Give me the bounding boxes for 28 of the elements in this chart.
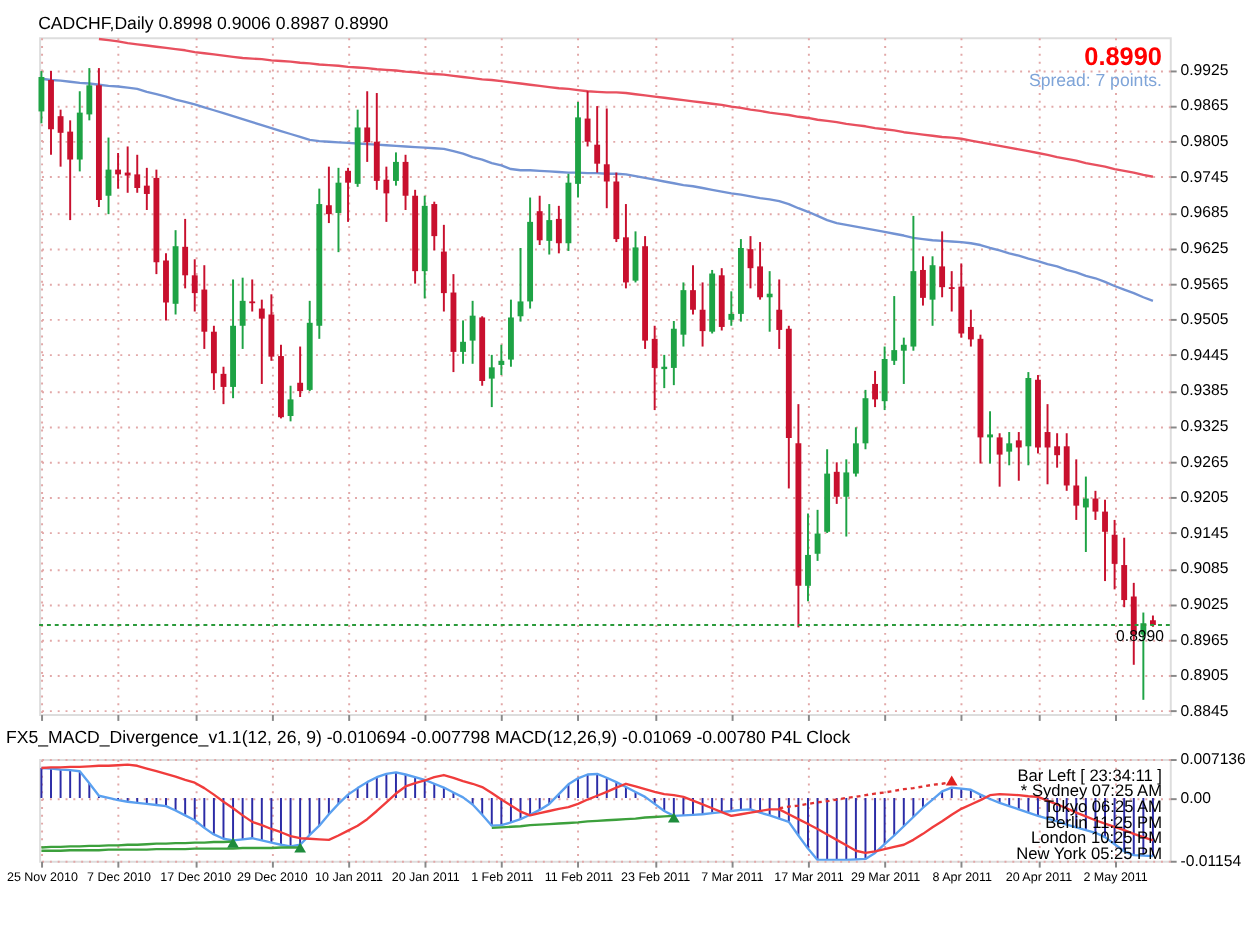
y-tick-label: 0.9145 xyxy=(1180,523,1230,542)
y-tick-label: 0.007136 xyxy=(1180,749,1246,768)
y-tick-label: 0.9265 xyxy=(1180,452,1230,471)
y-tick-label: 0.8845 xyxy=(1180,701,1230,720)
y-tick-label: 0.9925 xyxy=(1180,60,1230,79)
y-tick-label: -0.01154 xyxy=(1180,851,1243,870)
annotation: * Sydney 07:25 AM xyxy=(1020,780,1163,801)
y-tick-label: 0.9565 xyxy=(1180,274,1230,293)
y-tick-label: 0.9625 xyxy=(1180,238,1230,257)
y-tick-label: 0.9385 xyxy=(1180,381,1230,400)
y-tick-label: 0.8965 xyxy=(1180,630,1230,649)
y-tick-label: 0.9685 xyxy=(1180,203,1230,222)
y-tick-label: 0.9445 xyxy=(1180,345,1230,364)
chart-title: CADCHF,Daily 0.8998 0.9006 0.8987 0.8990 xyxy=(38,13,389,34)
annotation: Spread: 7 points. xyxy=(1028,70,1162,91)
y-tick-label: 0.9325 xyxy=(1180,417,1230,435)
y-tick-label: 0.9505 xyxy=(1180,310,1230,329)
y-tick-label: 0.9865 xyxy=(1180,96,1230,115)
chart-title: FX5_MACD_Divergence_v1.1(12, 26, 9) -0.010694 -0.007798 MACD(12,26,9) -0.01069 -0.00780 P4L Clock xyxy=(5,727,852,748)
y-tick-label: 0.9205 xyxy=(1180,488,1230,507)
annotation: 0.8990 xyxy=(1084,40,1162,71)
y-tick-label: 0.00 xyxy=(1180,788,1213,807)
y-tick-label: 0.9085 xyxy=(1180,559,1230,578)
y-tick-label: 0.9805 xyxy=(1180,132,1230,151)
y-tick-label: 0.9025 xyxy=(1180,595,1230,614)
y-tick-label: 0.8905 xyxy=(1180,666,1230,685)
annotation: Bar Left [ 23:34:11 ] xyxy=(1017,764,1162,785)
y-tick-label: 0.9745 xyxy=(1180,167,1230,186)
